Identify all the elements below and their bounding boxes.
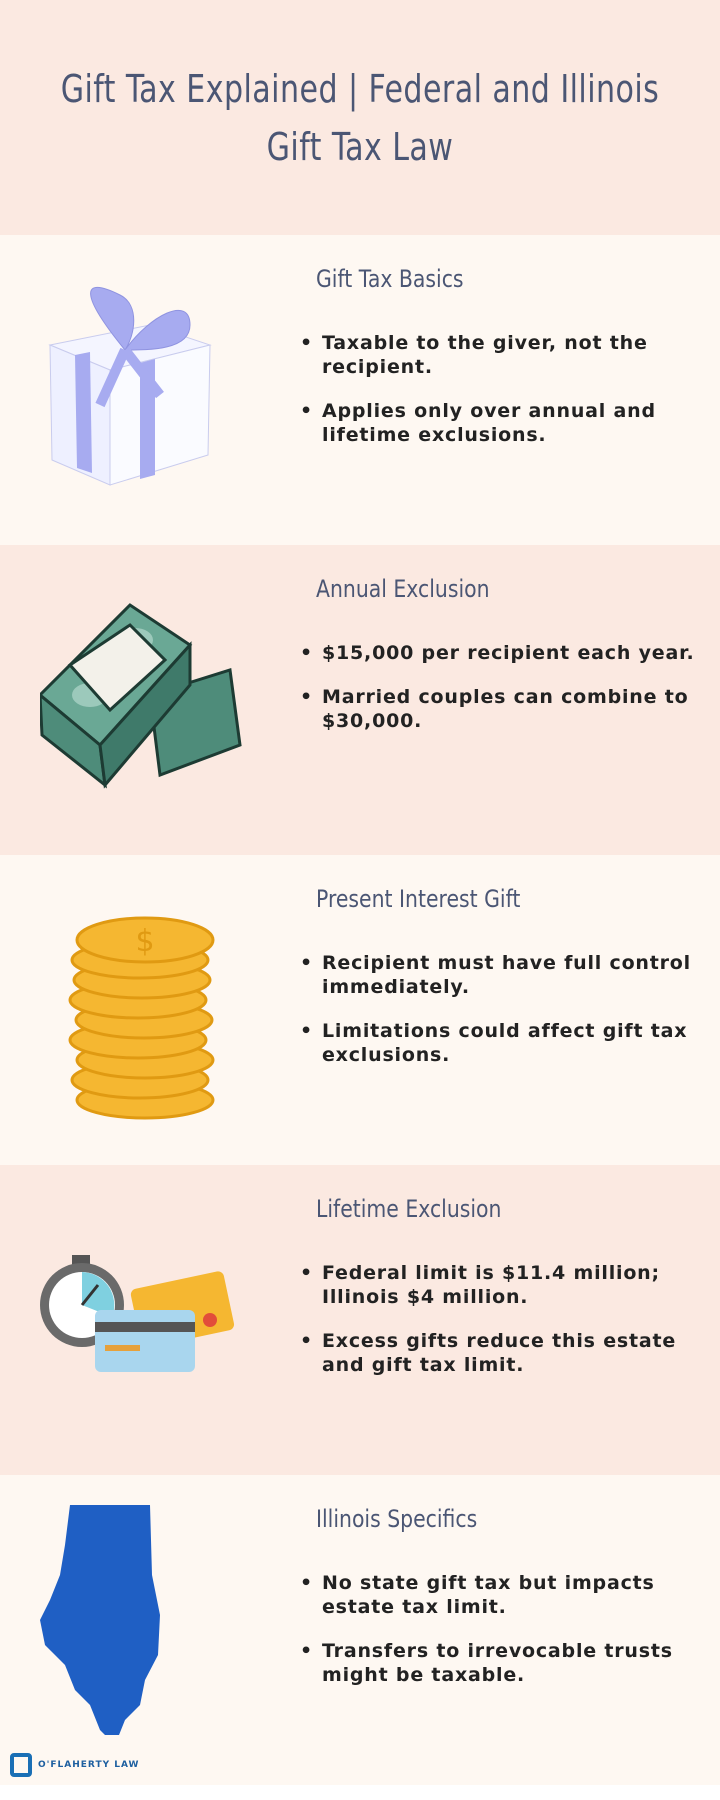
bullet-item: Limitations could affect gift tax exclus… (300, 1019, 700, 1067)
bullet-item: Recipient must have full control immedia… (300, 951, 700, 999)
bullet-item: Federal limit is $11.4 million; Illinois… (300, 1261, 700, 1309)
section-lifetime-exclusion: Lifetime Exclusion Federal limit is $11.… (0, 1165, 720, 1475)
section-present-interest-gift: $ Present Interest Gift Recipient must h… (0, 855, 720, 1165)
section-illinois-specifics: Illinois Specifics No state gift tax but… (0, 1475, 720, 1785)
bullet-item: $15,000 per recipient each year. (300, 641, 700, 665)
section-title: Lifetime Exclusion (316, 1195, 502, 1223)
bullet-item: Excess gifts reduce this estate and gift… (300, 1329, 700, 1377)
section-annual-exclusion: Annual Exclusion $15,000 per recipient e… (0, 545, 720, 855)
bullet-list: No state gift tax but impacts estate tax… (300, 1571, 700, 1687)
bullet-item: Transfers to irrevocable trusts might be… (300, 1639, 700, 1687)
bullet-list: $15,000 per recipient each year. Married… (300, 641, 700, 733)
bullet-list: Taxable to the giver, not the recipient.… (300, 331, 700, 447)
coin-stack-icon: $ (68, 916, 215, 1120)
section-title: Gift Tax Basics (316, 265, 464, 293)
section-title: Present Interest Gift (316, 885, 521, 913)
stopwatch-credit-card-icon (40, 1255, 235, 1372)
page-title: Gift Tax Explained | Federal and Illinoi… (60, 66, 660, 169)
logo-text: O'FLAHERTY LAW (38, 1760, 140, 1770)
bullet-list: Federal limit is $11.4 million; Illinois… (300, 1261, 700, 1377)
bullet-item: Applies only over annual and lifetime ex… (300, 399, 700, 447)
bullet-list: Recipient must have full control immedia… (300, 951, 700, 1067)
money-stack-icon (40, 603, 242, 789)
section-title: Illinois Specifics (316, 1505, 478, 1533)
gift-box-icon (48, 286, 212, 486)
bullet-item: Taxable to the giver, not the recipient. (300, 331, 700, 379)
oflaherty-law-logo: O'FLAHERTY LAW (10, 1753, 139, 1777)
section-title: Annual Exclusion (316, 575, 490, 603)
header: Gift Tax Explained | Federal and Illinoi… (0, 0, 720, 235)
bullet-item: No state gift tax but impacts estate tax… (300, 1571, 700, 1619)
section-gift-tax-basics: Gift Tax Basics Taxable to the giver, no… (0, 235, 720, 545)
svg-text:$: $ (135, 924, 154, 959)
logo-mark-icon (10, 1753, 32, 1777)
illinois-map-icon (40, 1505, 160, 1735)
bullet-item: Married couples can combine to $30,000. (300, 685, 700, 733)
